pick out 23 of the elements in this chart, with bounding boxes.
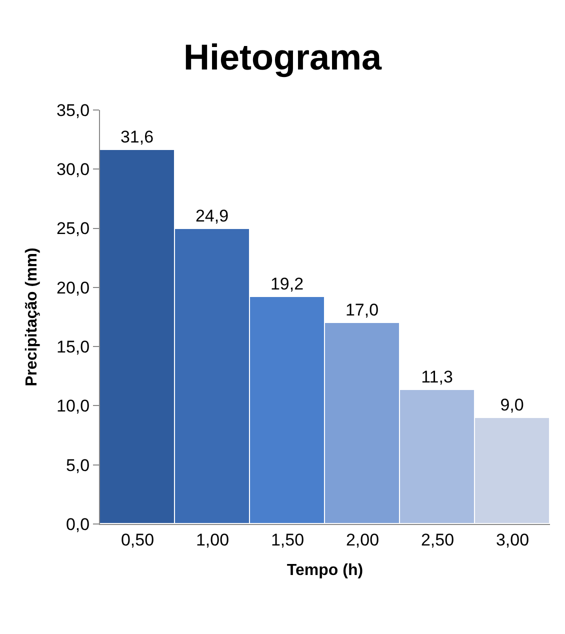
data-label: 19,2: [270, 274, 304, 294]
data-label: 11,3: [421, 368, 453, 386]
x-axis-title: Tempo (h): [286, 562, 364, 580]
data-label: 24,9: [195, 206, 229, 226]
x-tick-label: 0,50: [120, 530, 154, 550]
y-tick-label: 20,0: [56, 278, 90, 298]
y-tick-label: 5,0: [66, 456, 90, 475]
y-tick-label: 30,0: [56, 160, 90, 180]
data-label: 9,0: [500, 396, 524, 414]
y-tick-label: 0,0: [66, 514, 90, 534]
data-label: 31,6: [120, 128, 154, 146]
y-tick-label: 15,0: [56, 338, 90, 357]
x-tick-label: 1,00: [196, 530, 230, 550]
x-tick-label: 3,00: [496, 530, 530, 550]
y-tick-label: 10,0: [56, 396, 90, 416]
y-axis-title: Precipitação (mm): [23, 248, 40, 386]
x-tick-label: 2,00: [346, 530, 380, 550]
data-label: 17,0: [345, 300, 379, 320]
x-tick-label: 1,50: [270, 530, 304, 550]
y-tick-label: 25,0: [56, 219, 90, 238]
y-tick-label: 35,0: [56, 100, 90, 120]
x-tick-label: 2,50: [420, 530, 454, 550]
chart-title: Hietograma: [183, 36, 382, 78]
